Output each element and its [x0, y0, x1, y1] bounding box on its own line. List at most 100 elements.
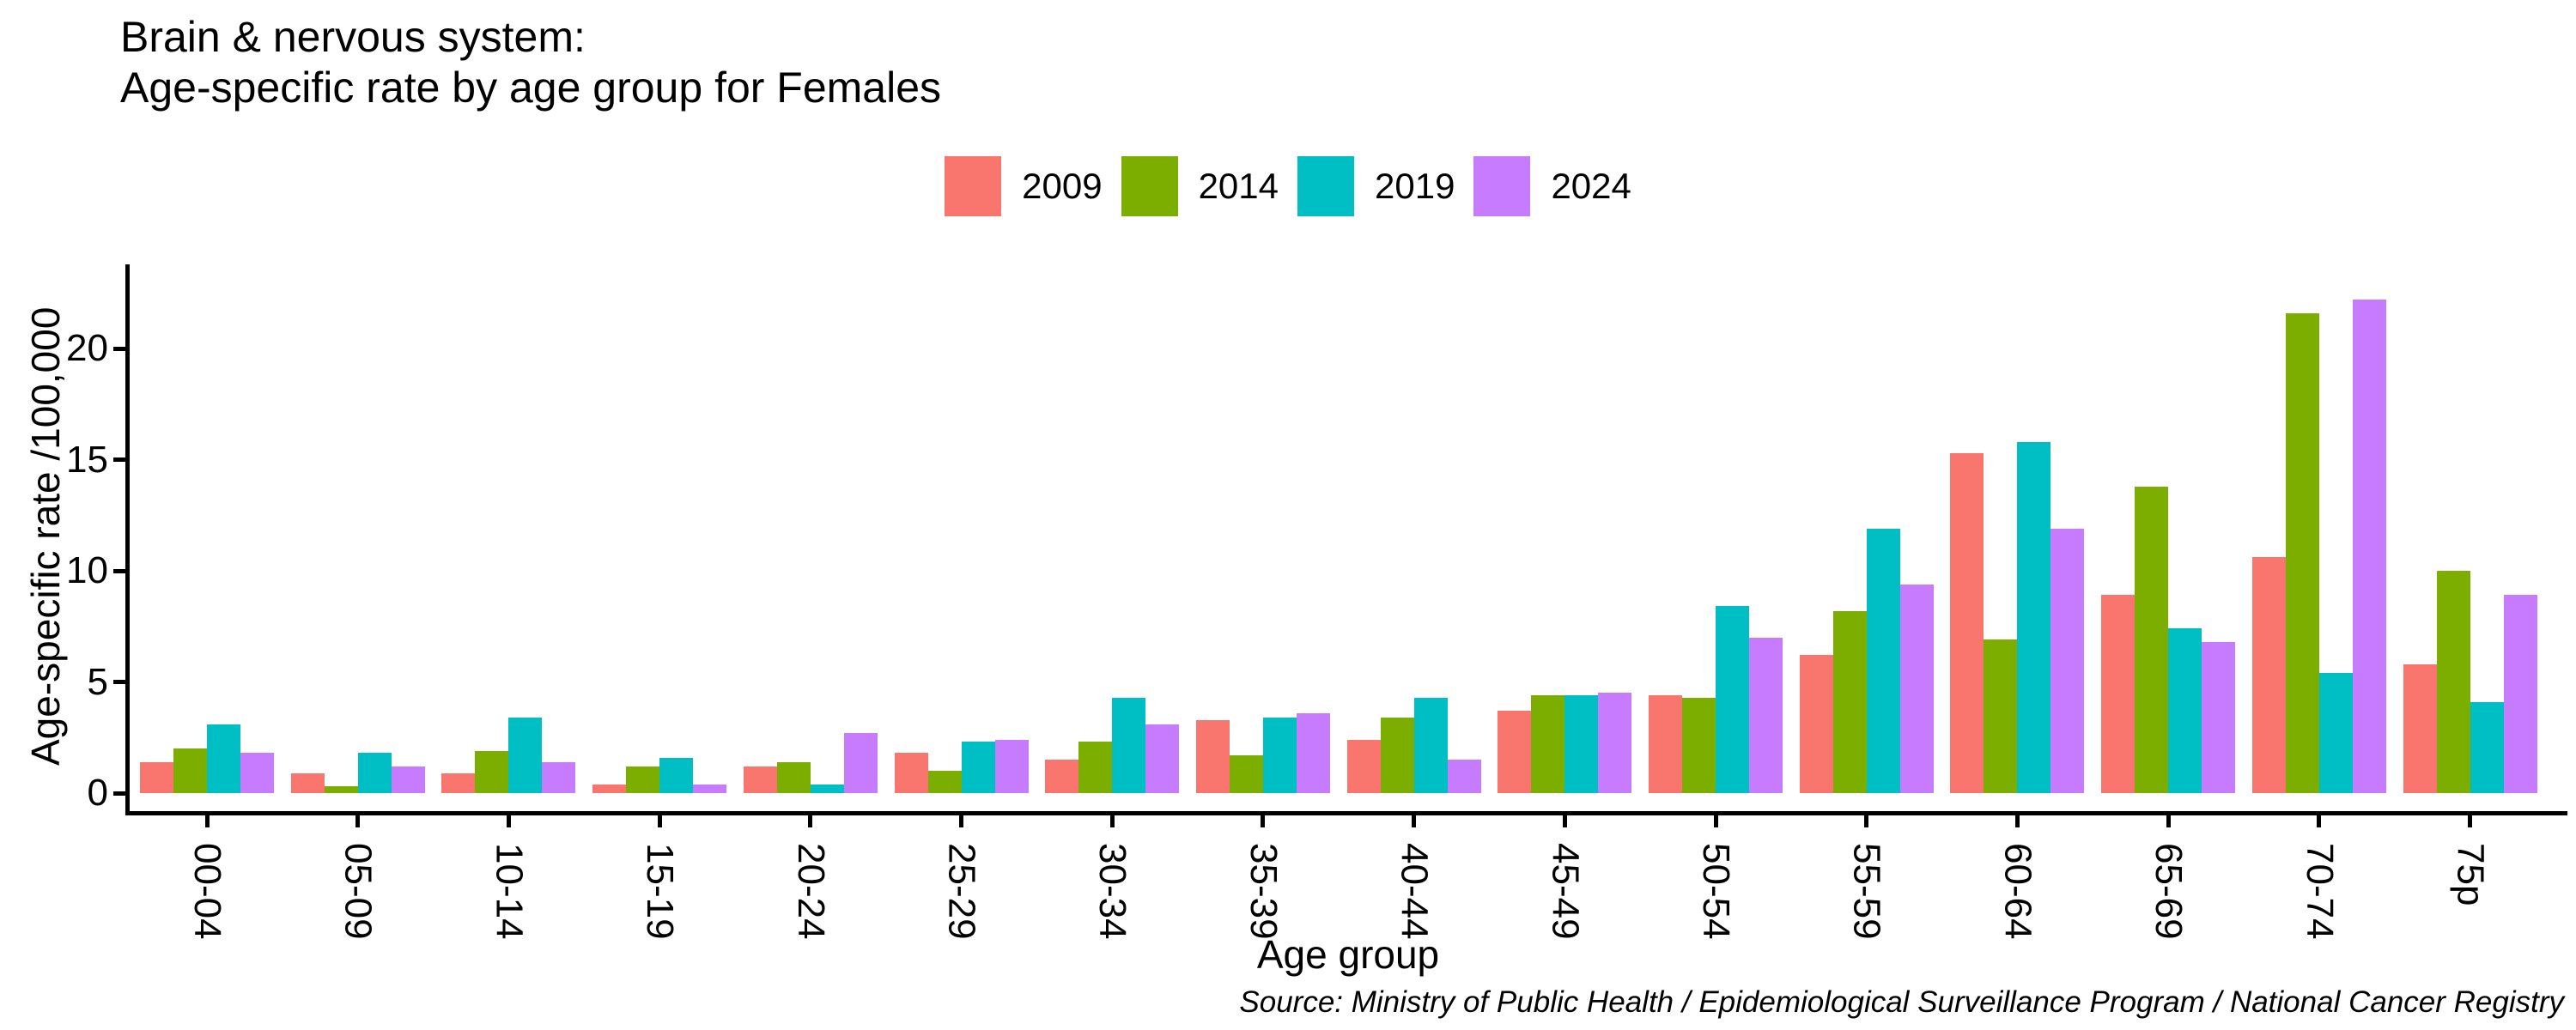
legend-label-2009: 2009	[1022, 166, 1103, 206]
x-tick	[959, 815, 963, 827]
bar-2009-25-29	[895, 753, 928, 793]
bar-2009-75p	[2403, 664, 2437, 793]
legend-swatch-2009	[945, 156, 1002, 216]
y-tick	[113, 457, 125, 462]
bar-2019-20-24	[811, 785, 844, 793]
x-tick	[1562, 815, 1567, 827]
bar-2009-65-69	[2101, 595, 2135, 793]
x-tick	[1864, 815, 1869, 827]
x-tick	[808, 815, 813, 827]
x-tick-label: 65-69	[2148, 843, 2190, 940]
x-tick	[2468, 815, 2472, 827]
chart-title: Brain & nervous system: Age-specific rat…	[120, 12, 941, 113]
x-tick-label: 10-14	[488, 843, 531, 940]
bar-2014-25-29	[928, 771, 962, 793]
bar-2019-40-44	[1414, 698, 1448, 793]
bar-2009-30-34	[1045, 760, 1078, 793]
bar-2009-50-54	[1649, 695, 1682, 793]
bar-2024-00-04	[240, 753, 274, 793]
x-tick-label: 70-74	[2298, 843, 2341, 940]
x-tick-label: 50-54	[1695, 843, 1737, 940]
bar-2024-15-19	[693, 785, 726, 793]
bar-2019-65-69	[2168, 628, 2202, 793]
bar-2024-05-09	[392, 766, 425, 793]
x-tick-label: 15-19	[639, 843, 682, 940]
bar-2019-15-19	[659, 758, 693, 793]
bar-2014-35-39	[1230, 755, 1263, 793]
x-tick-label: 40-44	[1393, 843, 1436, 940]
bar-2009-05-09	[291, 773, 325, 793]
y-tick	[113, 346, 125, 351]
bar-2009-55-59	[1800, 655, 1833, 793]
bar-2019-55-59	[1867, 529, 1900, 793]
legend-item-2024: 2024	[1473, 156, 1631, 216]
bar-2024-30-34	[1145, 724, 1179, 793]
bar-2024-25-29	[995, 740, 1029, 793]
bar-2014-15-19	[626, 766, 659, 793]
bar-2019-70-74	[2319, 673, 2353, 793]
legend-item-2014: 2014	[1121, 156, 1279, 216]
x-tick-label: 35-39	[1242, 843, 1285, 940]
x-tick-label: 05-09	[337, 843, 380, 940]
bar-2014-30-34	[1078, 742, 1112, 793]
chart-title-line1: Brain & nervous system:	[120, 13, 586, 61]
legend-label-2024: 2024	[1551, 166, 1631, 206]
x-axis-title: Age group	[1256, 932, 1440, 977]
bar-2019-45-49	[1564, 695, 1598, 793]
x-tick	[2317, 815, 2322, 827]
bar-2009-70-74	[2252, 557, 2286, 793]
bar-2024-60-64	[2050, 529, 2084, 793]
x-tick	[2166, 815, 2171, 827]
y-tick-label: 20	[66, 327, 108, 369]
bar-2019-25-29	[962, 742, 995, 793]
legend-swatch-2019	[1297, 156, 1354, 216]
x-tick	[1713, 815, 1718, 827]
bar-2019-50-54	[1716, 606, 1749, 793]
bar-2009-45-49	[1498, 711, 1531, 793]
bar-2024-35-39	[1297, 713, 1330, 793]
bar-2024-10-14	[542, 762, 575, 793]
bar-2009-15-19	[592, 785, 626, 793]
bar-2014-40-44	[1381, 718, 1414, 793]
bar-2019-30-34	[1112, 698, 1145, 793]
bar-2024-45-49	[1598, 693, 1631, 793]
x-tick	[506, 815, 511, 827]
legend: 2009 2014 2019 2024	[0, 156, 2576, 216]
x-tick	[657, 815, 662, 827]
y-tick-label: 15	[66, 438, 108, 481]
source-note: Source: Ministry of Public Health / Epid…	[1239, 985, 2564, 1019]
x-tick-label: 20-24	[789, 843, 832, 940]
bar-2014-00-04	[173, 748, 207, 793]
x-tick	[1109, 815, 1115, 827]
bar-2014-05-09	[325, 786, 358, 793]
bar-2024-40-44	[1448, 760, 1481, 793]
bar-2014-65-69	[2135, 487, 2168, 793]
legend-swatch-2024	[1473, 156, 1531, 216]
bar-2014-50-54	[1682, 698, 1716, 793]
y-axis-line	[125, 264, 130, 815]
x-tick-label: 60-64	[1996, 843, 2039, 940]
bar-2009-40-44	[1347, 740, 1381, 793]
bar-2019-05-09	[358, 753, 392, 793]
x-tick-label: 25-29	[940, 843, 983, 940]
bar-2024-20-24	[844, 733, 878, 793]
bar-2014-55-59	[1833, 611, 1867, 793]
bar-2014-20-24	[777, 762, 811, 793]
bar-2024-75p	[2504, 595, 2537, 793]
bar-2019-35-39	[1263, 718, 1297, 793]
legend-label-2014: 2014	[1198, 166, 1279, 206]
x-tick	[2014, 815, 2020, 827]
bar-2014-10-14	[475, 751, 508, 793]
x-tick-label: 30-34	[1091, 843, 1134, 940]
bar-2014-60-64	[1984, 639, 2017, 793]
x-tick-label: 55-59	[1845, 843, 1888, 940]
bar-2019-00-04	[207, 724, 240, 793]
bar-2024-65-69	[2202, 642, 2235, 793]
legend-swatch-2014	[1121, 156, 1178, 216]
legend-item-2009: 2009	[945, 156, 1103, 216]
y-tick-label: 10	[66, 549, 108, 591]
x-tick	[1412, 815, 1417, 827]
x-tick	[204, 815, 210, 827]
bar-2014-70-74	[2286, 313, 2319, 793]
bar-2024-55-59	[1900, 585, 1934, 793]
